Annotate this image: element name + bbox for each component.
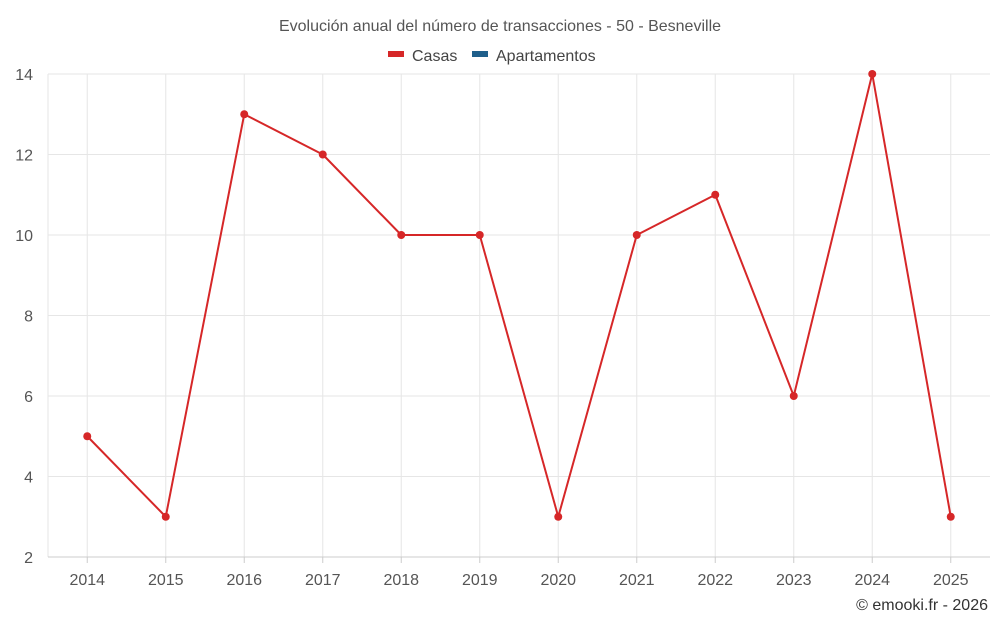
credit-text: © emooki.fr - 2026 [856, 597, 988, 614]
data-point-casas-2021[interactable] [632, 231, 641, 239]
data-point-casas-2016[interactable] [240, 110, 249, 119]
data-point-casas-2017[interactable] [318, 150, 327, 159]
x-tick-label: 2017 [305, 572, 341, 589]
y-tick-label: 8 [24, 309, 33, 326]
x-tick-label: 2014 [69, 572, 105, 589]
data-point-casas-2020[interactable] [554, 512, 563, 521]
y-tick-label: 12 [15, 148, 33, 165]
data-point-casas-2025[interactable] [946, 512, 955, 521]
x-tick-label: 2020 [540, 572, 576, 589]
x-tick-label: 2023 [776, 572, 812, 589]
series-line-casas [86, 73, 952, 518]
y-tick-label: 4 [24, 470, 33, 487]
data-point-casas-2019[interactable] [475, 231, 484, 239]
data-point-casas-2015[interactable] [161, 512, 170, 521]
data-point-casas-2014[interactable] [83, 432, 92, 441]
x-tick-label: 2021 [619, 572, 655, 589]
y-tick-label: 14 [15, 67, 33, 84]
y-tick-label: 2 [24, 550, 33, 567]
chart-title: Evolución anual del número de transaccio… [279, 18, 721, 35]
legend-label-casas: Casas [412, 48, 457, 65]
y-tick-label: 6 [24, 389, 33, 406]
x-tick-label: 2024 [854, 572, 890, 589]
axes [48, 556, 990, 563]
data-point-casas-2023[interactable] [789, 392, 798, 400]
y-tick-label: 10 [15, 228, 33, 245]
x-tick-label: 2015 [148, 572, 184, 589]
legend-item-apartamentos[interactable]: Apartamentos [472, 48, 596, 65]
data-point-casas-2022[interactable] [711, 190, 720, 199]
legend-swatch-apartamentos [472, 51, 488, 57]
data-point-casas-2024[interactable] [868, 70, 877, 78]
series [83, 70, 955, 521]
legend-swatch-casas [388, 51, 404, 57]
legend-label-apartamentos: Apartamentos [496, 48, 596, 65]
x-tick-label: 2016 [226, 572, 262, 589]
y-axis-ticks: 2 4 6 8 10 12 14 [15, 67, 33, 567]
x-tick-label: 2018 [383, 572, 419, 589]
legend[interactable]: Casas Apartamentos [388, 48, 596, 65]
x-tick-label: 2022 [697, 572, 733, 589]
x-axis-ticks: 2014 2015 2016 2017 2018 2019 2020 2021 2022 2023… [69, 572, 968, 589]
x-tick-label: 2019 [462, 572, 498, 589]
grid [47, 73, 990, 557]
x-tick-label: 2025 [933, 572, 969, 589]
legend-item-casas[interactable]: Casas [388, 48, 457, 65]
data-point-casas-2018[interactable] [397, 231, 406, 239]
